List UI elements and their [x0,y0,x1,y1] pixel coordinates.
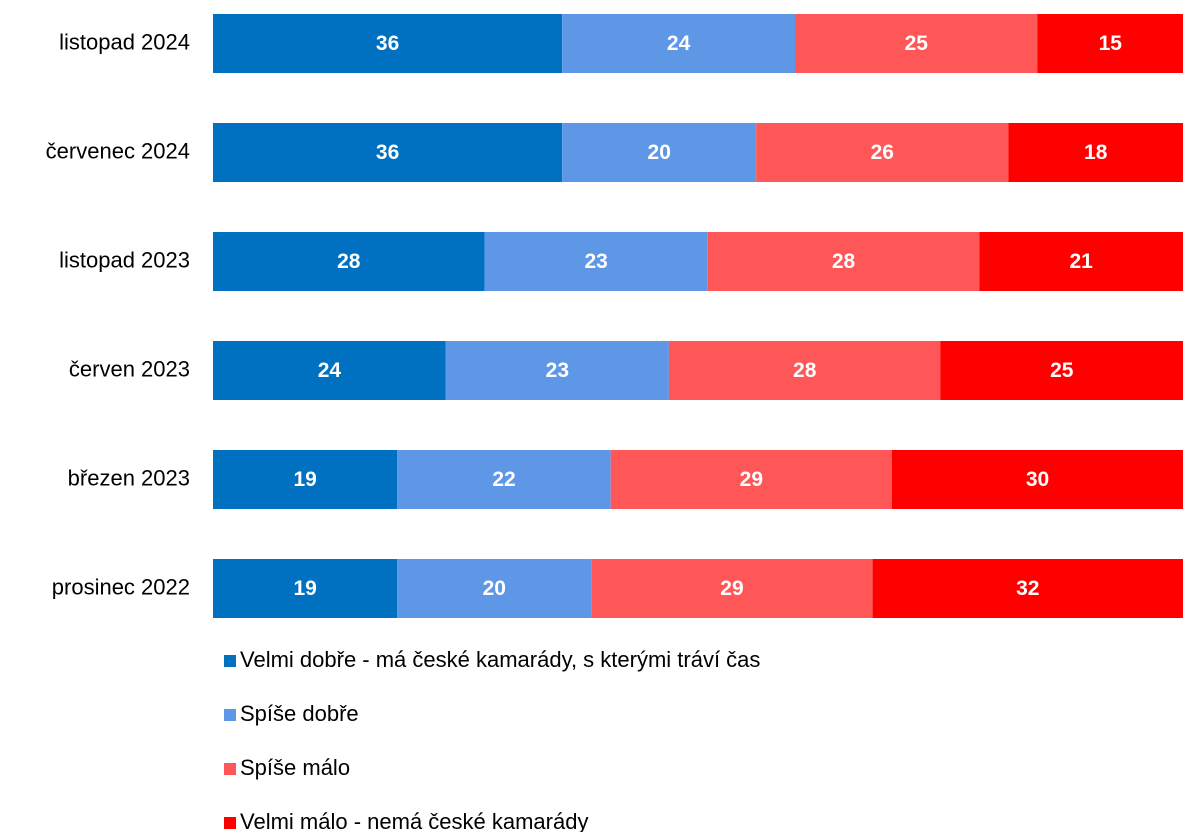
data-label: 26 [871,141,894,164]
data-label: 32 [1016,577,1039,600]
data-label: 23 [546,359,569,382]
bar-segment [756,123,1009,182]
bar-segment [213,450,398,509]
legend-swatch [224,709,236,721]
bar-segment [213,123,563,182]
bar-segment [591,559,873,618]
bar-segment [562,123,757,182]
data-label: 19 [293,468,316,491]
bar-segment [892,450,1183,509]
bar-segment [668,341,941,400]
data-label: 36 [376,141,399,164]
bar-segment [1037,14,1183,73]
bar-segment [979,232,1183,291]
bar-segment [872,559,1183,618]
legend-label: Spíše dobře [240,701,359,726]
data-label: 28 [832,250,856,273]
data-label: 23 [584,250,607,273]
bar-segment [213,341,446,400]
data-label: 28 [793,359,817,382]
data-label: 25 [905,32,929,55]
bar-segment [562,14,795,73]
bar-segment [1008,123,1183,182]
data-label: 24 [318,359,342,382]
category-label: červenec 2024 [46,138,190,163]
category-label: prosinec 2022 [52,574,190,599]
bar-segment [445,341,669,400]
data-label: 21 [1069,250,1093,273]
data-label: 22 [492,468,515,491]
legend-label: Velmi dobře - má české kamarády, s který… [240,647,760,672]
data-label: 20 [648,141,671,164]
legend-label: Velmi málo - nemá české kamarády [240,809,588,832]
data-label: 24 [667,32,691,55]
bar-segment [397,450,611,509]
data-label: 36 [376,32,399,55]
bar-segment [707,232,980,291]
legend-swatch [224,763,236,775]
bar-segment [397,559,592,618]
category-label: listopad 2023 [59,247,190,272]
data-label: 30 [1026,468,1049,491]
bar-segment [484,232,708,291]
bar-segment [795,14,1038,73]
category-label: červen 2023 [69,356,190,381]
data-label: 25 [1050,359,1074,382]
category-label: listopad 2024 [59,29,190,54]
data-label: 15 [1099,32,1123,55]
bar-segment [940,341,1183,400]
category-label: březen 2023 [68,465,190,490]
bar-segment [213,559,398,618]
data-label: 28 [337,250,361,273]
legend-swatch [224,817,236,829]
bar-segment [213,232,485,291]
legend-label: Spíše málo [240,755,350,780]
data-label: 19 [293,577,316,600]
bar-segment [213,14,563,73]
data-label: 18 [1084,141,1108,164]
data-label: 20 [483,577,506,600]
data-label: 29 [740,468,763,491]
data-label: 29 [720,577,743,600]
legend-swatch [224,655,236,667]
bar-segment [610,450,892,509]
